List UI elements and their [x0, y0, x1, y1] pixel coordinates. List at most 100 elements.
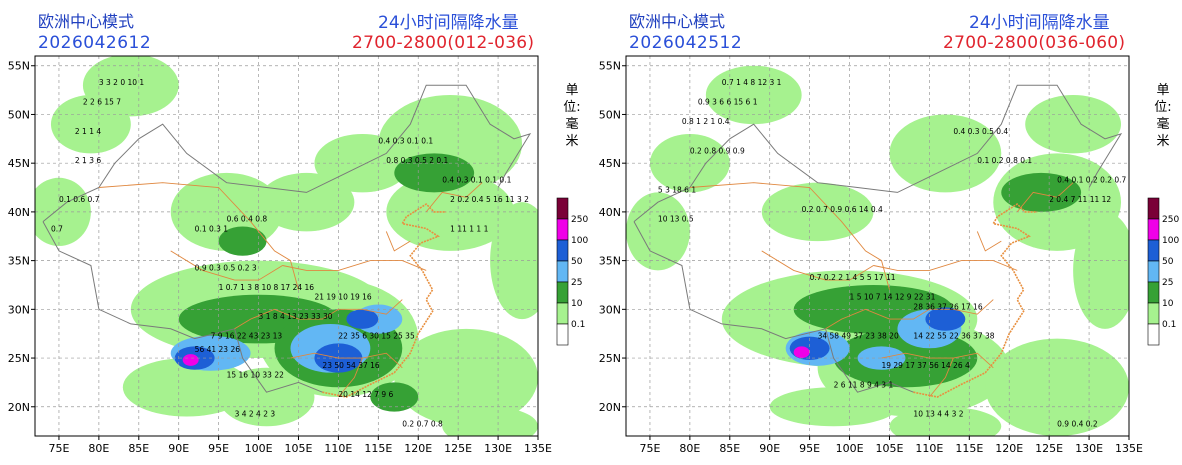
province-border	[881, 352, 994, 369]
legend-swatch	[1147, 197, 1160, 220]
country-border	[42, 84, 532, 222]
precip-value-label: 0.6 0.4 0.8	[227, 215, 268, 224]
unit-label: 单位:毫米	[563, 83, 581, 149]
map-frame	[625, 55, 1130, 437]
lon-tick-label: 100E	[836, 442, 864, 455]
precip-area-0-1-10	[985, 338, 1129, 436]
province-border	[234, 299, 403, 330]
lon-tick-label: 85E	[719, 442, 740, 455]
lat-tick-label: 50N	[8, 108, 30, 121]
lon-tick-label: 90E	[759, 442, 780, 455]
legend-swatch	[556, 302, 569, 325]
precip-value-label: 15 16 10 33 22	[227, 371, 284, 380]
precip-area-0-1-10	[1073, 211, 1129, 329]
legend-label: 0.1	[1162, 320, 1176, 330]
lat-tick-label: 45N	[8, 157, 30, 170]
lon-tick-label: 100E	[245, 442, 273, 455]
legend-swatch	[556, 323, 569, 346]
precip-value-label: 34 58 49 37 23 38 20	[818, 332, 899, 341]
lon-tick-label: 75E	[48, 442, 69, 455]
precip-area-0-1-10	[50, 94, 131, 154]
precip-value-label: 0.9 0.3 0.5 0.2 3	[195, 263, 257, 272]
precip-value-label: 2 2 6 15 7	[83, 98, 121, 107]
precip-value-label: 3 3 2 0 10 1	[99, 78, 145, 87]
legend-swatch	[556, 260, 569, 283]
legend-label: 50	[571, 257, 583, 267]
right-panel: 欧洲中心模式 2026042512 24小时间隔降水量 2700-2800(03…	[591, 0, 1182, 465]
forecast-range: 2700-2800(036-060)	[943, 33, 1126, 53]
province-border	[1016, 182, 1074, 213]
precip-area-0-1-10	[490, 202, 538, 320]
legend-label: 25	[1162, 278, 1173, 288]
precip-value-label: 10 13 4 4 3 2	[913, 410, 963, 419]
legend-swatch	[556, 239, 569, 262]
lon-tick-label: 95E	[799, 442, 820, 455]
lon-tick-label: 125E	[444, 442, 472, 455]
legend-swatch	[1147, 218, 1160, 241]
precip-value-label: 0.1 0.6 0.7	[59, 195, 100, 204]
lat-tick-label: 30N	[8, 303, 30, 316]
legend-label: 250	[571, 215, 588, 225]
coastline	[322, 203, 447, 398]
legend-label: 10	[1162, 299, 1174, 309]
precip-value-label: 20 14 12 7 9 6	[338, 390, 393, 399]
province-border	[282, 260, 427, 271]
precip-area-100-250	[793, 346, 810, 359]
precip-value-label: 28 36 37 26 17 16	[913, 302, 982, 311]
precip-value-label: 23 50 54 37 16	[322, 361, 379, 370]
precip-value-label: 7 9 16 22 43 23 13	[211, 332, 283, 341]
precip-area-0-1-10	[626, 192, 690, 271]
precip-value-label: 19 29 17 37 56 14 26 4	[881, 361, 969, 370]
lat-tick-label: 50N	[599, 108, 621, 121]
province-border	[98, 182, 299, 290]
lat-tick-label: 35N	[8, 255, 30, 268]
precip-value-label: 0.4 0.3 0.5 0.4	[953, 127, 1008, 136]
model-name: 欧洲中心模式	[629, 12, 726, 31]
precip-value-label: 0.8 1 2 1 0.4	[682, 117, 730, 126]
precip-value-label: 0.7	[51, 224, 63, 233]
precip-value-label: 0.2 0.7 0.8	[402, 419, 443, 428]
lat-tick-label: 25N	[8, 352, 30, 365]
precip-area-0-1-10	[218, 367, 315, 427]
lon-tick-label: 95E	[208, 442, 229, 455]
precip-value-label: 0.9 0.4 0.2	[1057, 419, 1098, 428]
province-border	[385, 231, 411, 252]
precip-value-label: 0.4 0.3 0.1 0.1	[378, 137, 433, 146]
precip-value-label: 1 11 1 1 1	[450, 224, 488, 233]
precip-value-label: 14 22 55 22 36 37 38	[913, 332, 994, 341]
precip-value-label: 10 13 0.5	[658, 215, 694, 224]
lon-tick-label: 135E	[1115, 442, 1143, 455]
lat-tick-label: 35N	[599, 255, 621, 268]
precip-value-label: 0.1 0.3 1	[195, 224, 229, 233]
lon-tick-label: 135E	[524, 442, 552, 455]
legend-swatch	[556, 218, 569, 241]
precip-value-label: 0.1 0.2 0.8 0.1	[977, 156, 1032, 165]
lat-tick-label: 30N	[599, 303, 621, 316]
lat-tick-label: 25N	[599, 352, 621, 365]
precip-value-label: 21 19 10 19 16	[314, 293, 371, 302]
precip-area-0-1-10	[649, 133, 730, 193]
lat-tick-label: 40N	[8, 206, 30, 219]
province-border	[425, 182, 483, 213]
legend-label: 50	[1162, 257, 1174, 267]
precip-area-0-1-10	[258, 172, 355, 232]
lon-tick-label: 120E	[995, 442, 1023, 455]
lon-tick-label: 105E	[875, 442, 903, 455]
legend-label: 0.1	[571, 320, 585, 330]
init-time: 2026042612	[38, 33, 152, 53]
province-border	[873, 260, 1018, 271]
precip-area-50-100	[925, 307, 966, 331]
legend-label: 100	[1162, 236, 1179, 246]
precip-value-label: 3 4 2 4 2 3	[235, 410, 276, 419]
precip-area-0-1-10	[35, 177, 91, 246]
country-border	[633, 221, 914, 393]
precip-value-label: 1 5 10 7 14 12 9 22 31	[850, 293, 936, 302]
country-border	[633, 84, 1123, 222]
country-border	[42, 221, 323, 393]
precip-value-label: 2 0.2 0.4 5 16 11 3 2	[450, 195, 529, 204]
precip-area-0-1-10	[122, 358, 251, 417]
precip-area-10-25	[218, 226, 267, 256]
precip-area-10-25	[1001, 172, 1082, 212]
province-border	[338, 357, 363, 398]
lat-tick-label: 40N	[599, 206, 621, 219]
